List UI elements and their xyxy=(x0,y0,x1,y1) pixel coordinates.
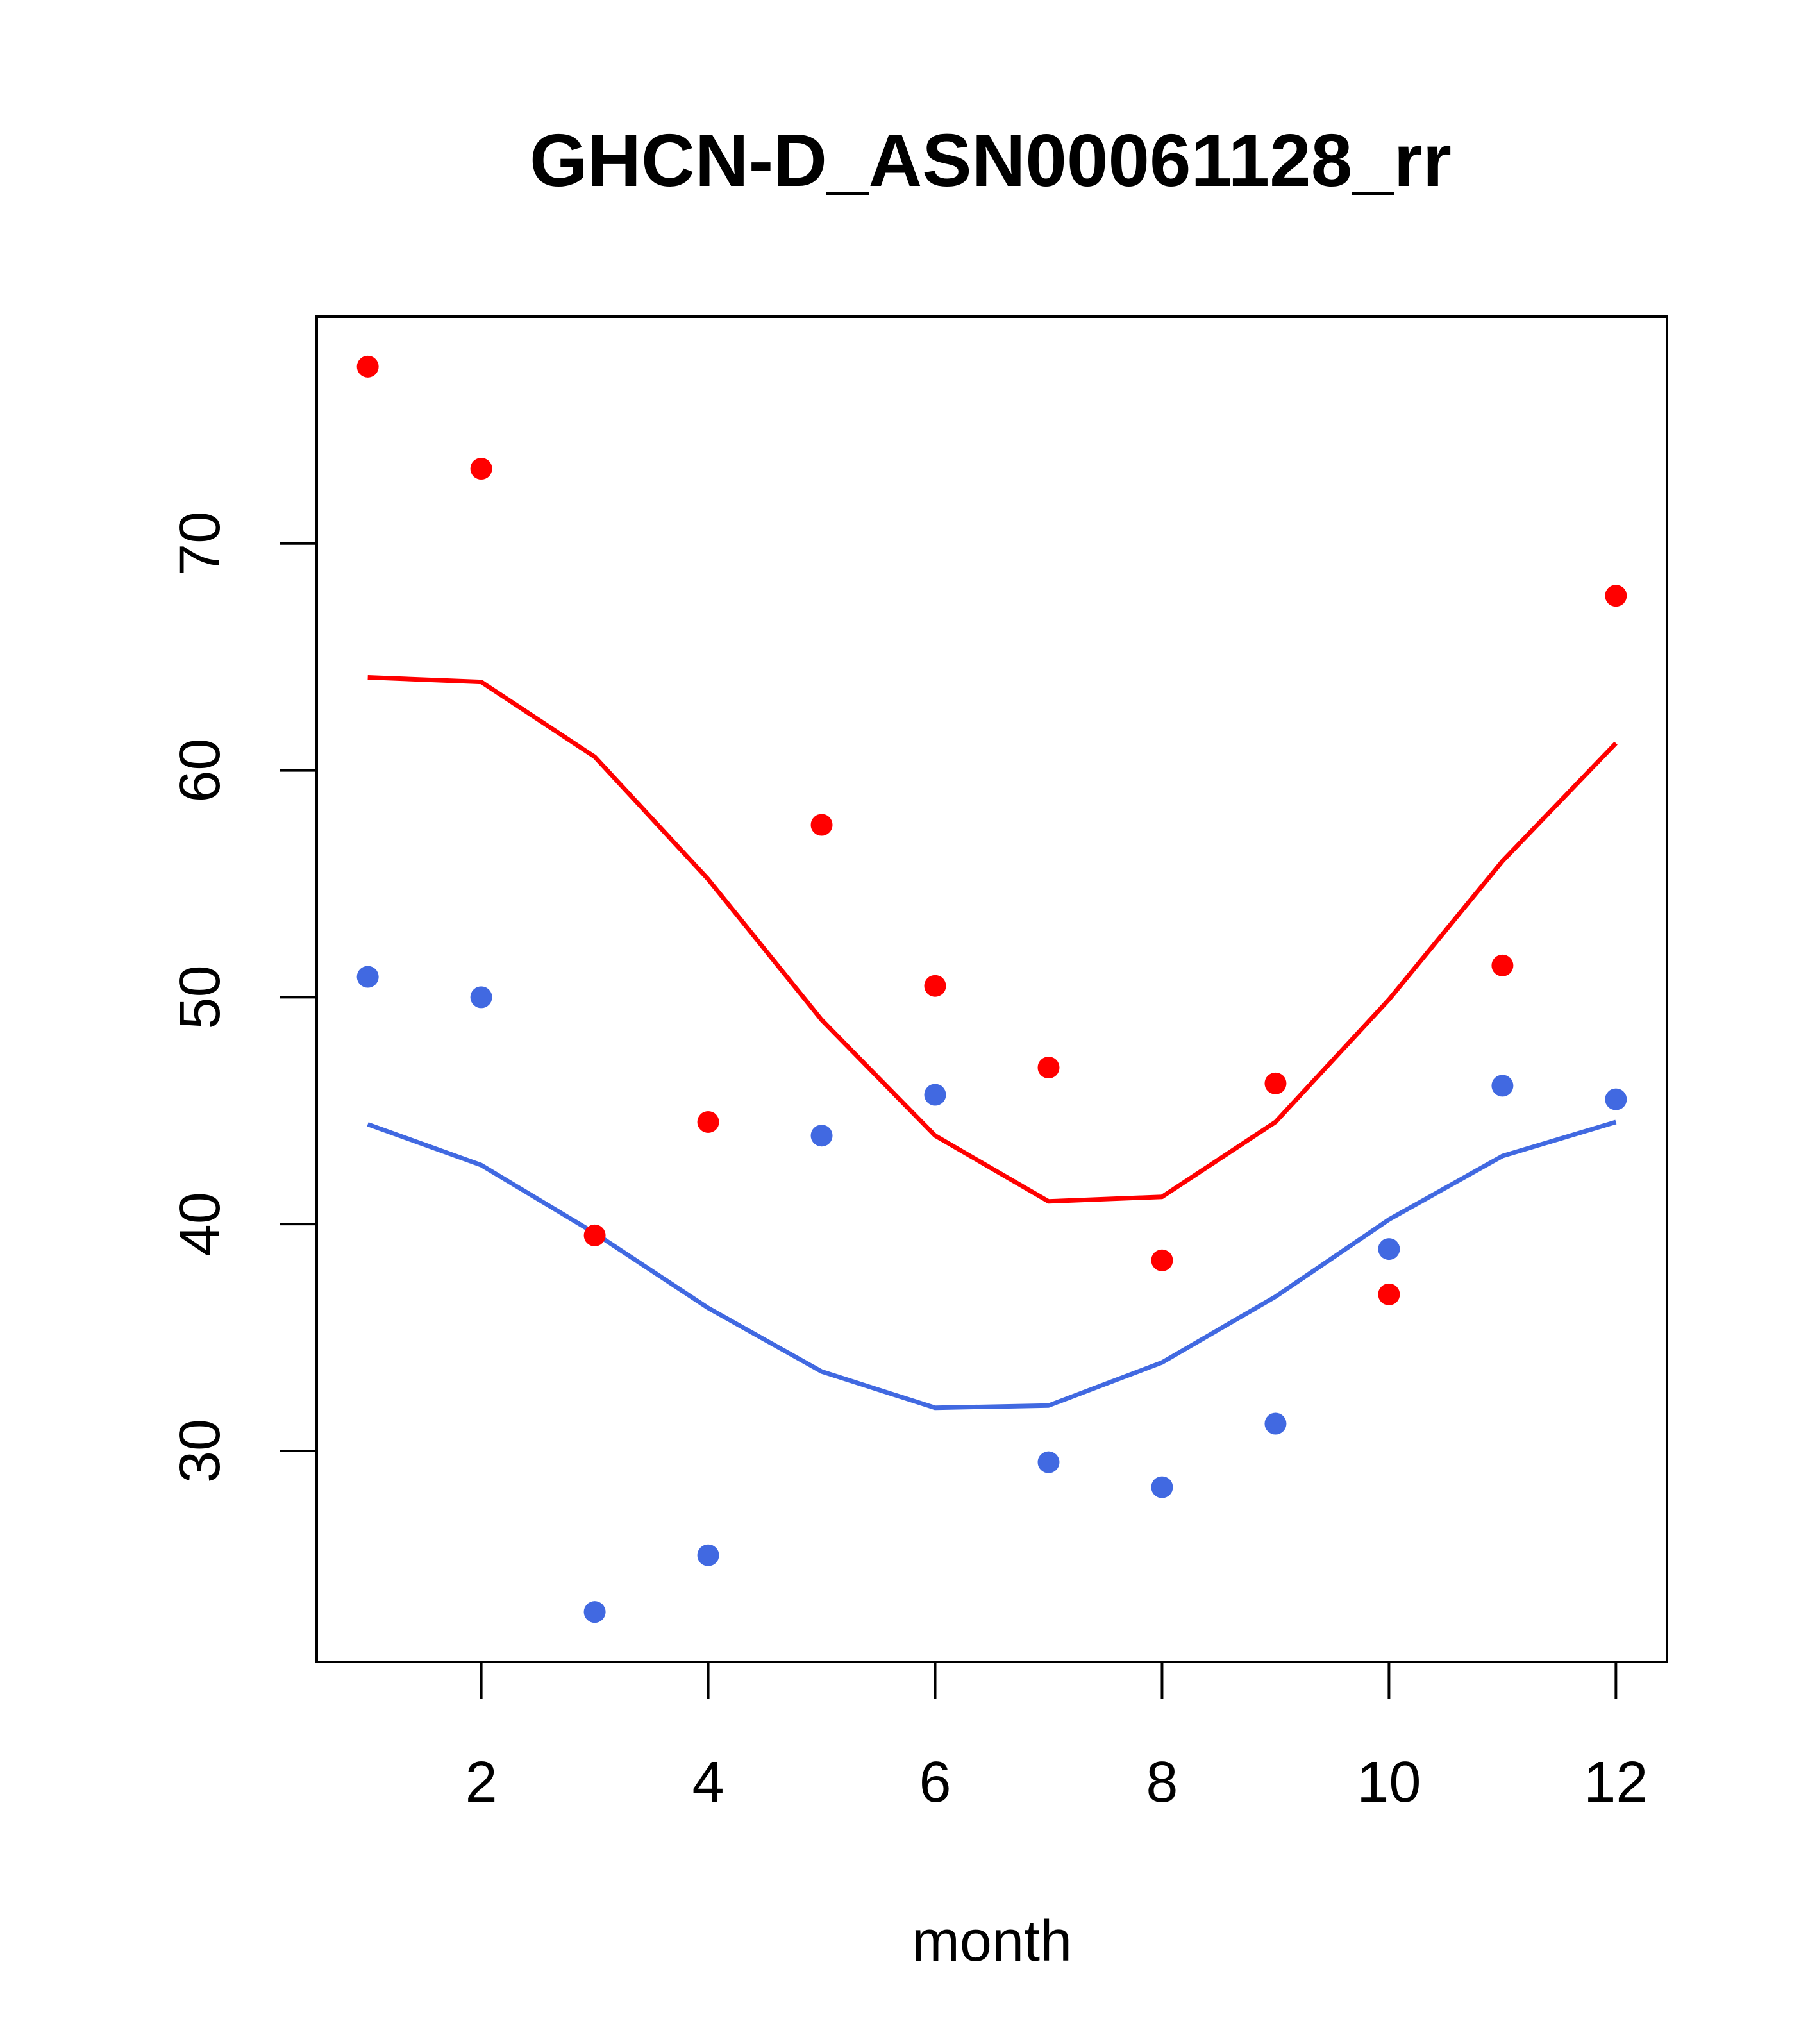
series-1-point xyxy=(1605,585,1627,607)
series-2-point xyxy=(1605,1088,1627,1110)
series-2-line xyxy=(367,1119,1617,1411)
y-tick-label: 70 xyxy=(168,512,232,576)
x-tick-label: 8 xyxy=(1146,1750,1178,1814)
series-2-point xyxy=(583,1601,606,1623)
x-axis: 2 4 6 8 10 12 xyxy=(465,1661,1648,1814)
x-tick-label: 10 xyxy=(1357,1750,1421,1814)
series-1-point xyxy=(924,975,946,997)
series-1-point xyxy=(1491,954,1514,976)
series-2-point xyxy=(1264,1412,1287,1435)
y-tick-label: 30 xyxy=(168,1419,232,1483)
series-layer xyxy=(356,355,1627,1623)
y-tick-label: 40 xyxy=(168,1192,232,1256)
series-1-line xyxy=(367,675,1618,1204)
series-2-point xyxy=(356,966,379,988)
series-2-point xyxy=(1378,1238,1400,1261)
series-2-point xyxy=(1491,1075,1514,1097)
series-1-point xyxy=(810,814,833,836)
series-1-point xyxy=(583,1224,606,1246)
y-tick-label: 50 xyxy=(168,965,232,1029)
series-2-point xyxy=(1037,1451,1060,1473)
chart-title: GHCN-D_ASN00061128_rr xyxy=(530,119,1452,202)
x-tick-label: 4 xyxy=(692,1750,724,1814)
y-tick-label: 60 xyxy=(168,739,232,803)
series-1-point xyxy=(1151,1249,1173,1271)
series-1-point xyxy=(356,355,379,378)
series-1-point xyxy=(470,458,492,480)
y-axis: 30 40 50 60 70 xyxy=(168,512,318,1483)
series-1-point xyxy=(1037,1057,1060,1079)
x-tick-label: 2 xyxy=(465,1750,498,1814)
series-2-point xyxy=(697,1544,719,1566)
series-2-point xyxy=(924,1084,946,1106)
x-axis-label: month xyxy=(912,1909,1072,1973)
plot-area xyxy=(315,315,1668,1663)
series-2-point xyxy=(810,1125,833,1147)
series-2-point xyxy=(470,986,492,1009)
series-1-point xyxy=(1264,1072,1287,1094)
series-1-point xyxy=(1378,1283,1400,1305)
x-tick-label: 12 xyxy=(1584,1750,1648,1814)
series-2-point xyxy=(1151,1476,1173,1498)
series-1-point xyxy=(697,1110,719,1133)
x-tick-label: 6 xyxy=(919,1750,951,1814)
